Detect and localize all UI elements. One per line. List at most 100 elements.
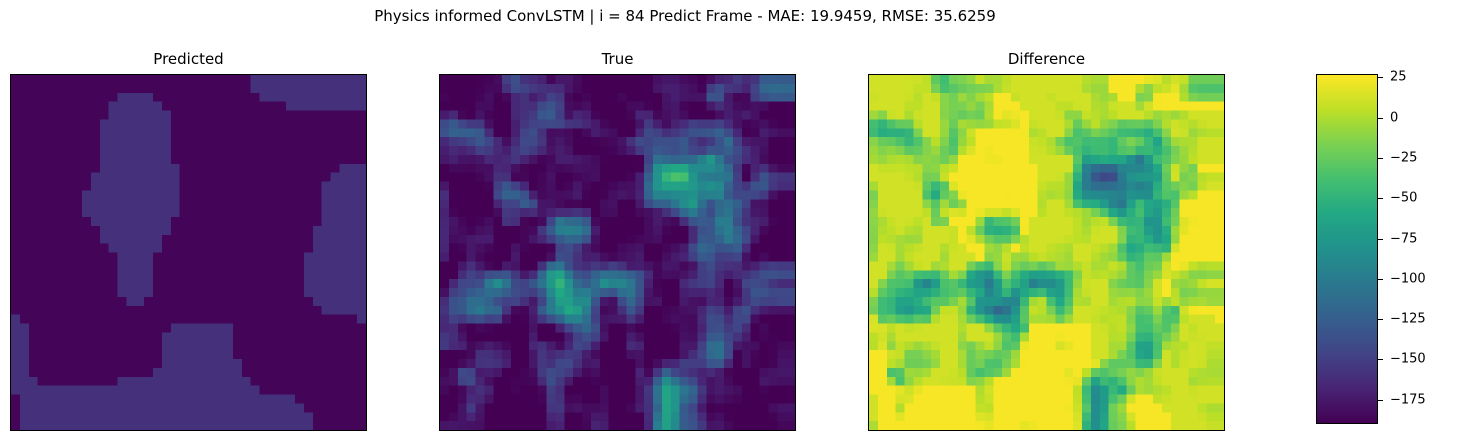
heatmap-cell (117, 332, 127, 342)
heatmap-cell (644, 332, 654, 342)
heatmap-cell (144, 146, 154, 156)
heatmap-cell (28, 128, 38, 138)
heatmap-cell (940, 137, 950, 147)
heatmap-cell (206, 217, 216, 227)
heatmap-cell (546, 279, 556, 289)
heatmap-cell (475, 199, 485, 209)
heatmap-cell (966, 314, 976, 324)
heatmap-cell (1144, 394, 1154, 404)
heatmap-cell (1188, 279, 1198, 289)
heatmap-cell (1037, 225, 1047, 235)
heatmap-cell (1135, 217, 1145, 227)
heatmap-cell (777, 234, 787, 244)
heatmap-cell (1108, 119, 1118, 129)
heatmap-cell (475, 385, 485, 395)
heatmap-cell (1073, 110, 1083, 120)
heatmap-cell (448, 181, 458, 191)
heatmap-cell (321, 128, 331, 138)
heatmap-cell (1002, 270, 1012, 280)
heatmap-cell (922, 341, 932, 351)
heatmap-cell (661, 225, 671, 235)
heatmap-cell (957, 225, 967, 235)
heatmap-cell (206, 403, 216, 413)
heatmap-cell (295, 163, 305, 173)
heatmap-cell (528, 332, 538, 342)
heatmap-cell (73, 154, 83, 164)
heatmap-cell (1064, 279, 1074, 289)
heatmap-cell (599, 190, 609, 200)
heatmap-cell (1002, 190, 1012, 200)
heatmap-cell (303, 367, 313, 377)
heatmap-cell (573, 350, 583, 360)
heatmap-cell (312, 314, 322, 324)
heatmap-cell (224, 252, 234, 262)
heatmap-cell (635, 270, 645, 280)
heatmap-cell (1215, 110, 1224, 120)
heatmap-cell (1179, 225, 1189, 235)
heatmap-cell (582, 199, 592, 209)
heatmap-cell (457, 403, 467, 413)
heatmap-cell (117, 128, 127, 138)
heatmap-cell (55, 367, 65, 377)
heatmap-cell (457, 199, 467, 209)
heatmap-cell (679, 421, 689, 430)
heatmap-cell (170, 190, 180, 200)
heatmap-cell (457, 208, 467, 218)
heatmap-cell (206, 75, 216, 85)
heatmap-cell (759, 421, 769, 430)
heatmap-cell (724, 403, 734, 413)
heatmap-cell (1073, 128, 1083, 138)
heatmap-cell (11, 154, 21, 164)
heatmap-cell (869, 288, 879, 298)
heatmap-cell (706, 394, 716, 404)
heatmap-cell (259, 110, 269, 120)
heatmap-cell (653, 323, 663, 333)
heatmap-cell (286, 101, 296, 111)
heatmap-cell (493, 279, 503, 289)
heatmap-cell (777, 332, 787, 342)
heatmap-cell (688, 234, 698, 244)
heatmap-cell (1108, 314, 1118, 324)
heatmap-cell (528, 261, 538, 271)
heatmap-cell (28, 172, 38, 182)
heatmap-cell (55, 323, 65, 333)
heatmap-cell (537, 225, 547, 235)
heatmap-cell (599, 323, 609, 333)
heatmap-cell (1161, 341, 1171, 351)
heatmap-cell (1188, 199, 1198, 209)
heatmap-cell (948, 421, 958, 430)
heatmap-cell (886, 332, 896, 342)
heatmap-cell (1028, 376, 1038, 386)
heatmap-cell (1117, 270, 1127, 280)
heatmap-cell (466, 296, 476, 306)
heatmap-cell (564, 341, 574, 351)
heatmap-cell (886, 208, 896, 218)
heatmap-cell (697, 305, 707, 315)
heatmap-cell (170, 359, 180, 369)
heatmap-cell (28, 341, 38, 351)
heatmap-cell (126, 110, 136, 120)
heatmap-cell (268, 394, 278, 404)
heatmap-cell (519, 172, 529, 182)
heatmap-cell (1188, 270, 1198, 280)
heatmap-cell (715, 367, 725, 377)
heatmap-cell (126, 217, 136, 227)
heatmap-cell (626, 110, 636, 120)
heatmap-cell (869, 110, 879, 120)
heatmap-cell (46, 341, 56, 351)
heatmap-cell (948, 323, 958, 333)
heatmap-cell (759, 359, 769, 369)
heatmap-cell (1028, 367, 1038, 377)
heatmap-cell (741, 137, 751, 147)
heatmap-cell (1090, 208, 1100, 218)
heatmap-cell (724, 243, 734, 253)
heatmap-cell (670, 376, 680, 386)
heatmap-cell (931, 163, 941, 173)
heatmap-cell (37, 181, 47, 191)
heatmap-cell (250, 403, 260, 413)
heatmap-cell (777, 305, 787, 315)
heatmap-cell (457, 110, 467, 120)
heatmap-cell (957, 314, 967, 324)
heatmap-cell (259, 314, 269, 324)
heatmap-cell (537, 119, 547, 129)
